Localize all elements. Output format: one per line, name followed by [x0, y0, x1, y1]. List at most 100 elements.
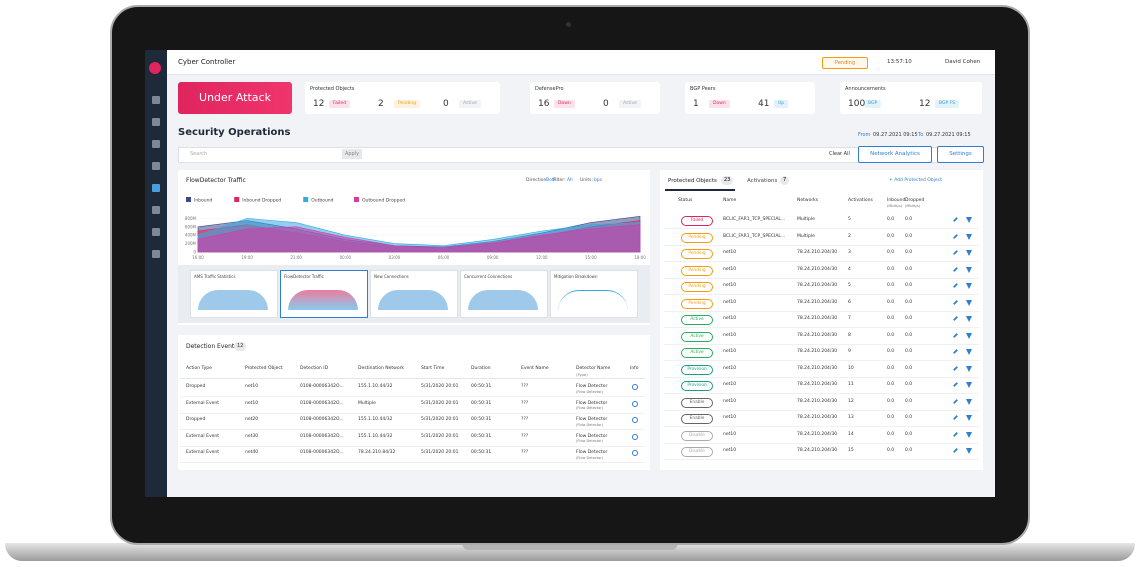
filter-icon[interactable] [966, 283, 972, 289]
legend-swatch [354, 197, 359, 202]
filter-value[interactable]: bps [594, 178, 603, 183]
filter-icon[interactable] [966, 332, 972, 339]
sidebar-icon[interactable] [152, 140, 160, 148]
search-placeholder: Search [190, 151, 208, 157]
detection-cell: 5/31/2020 20:01 [421, 450, 459, 455]
pending-badge[interactable]: Pending [822, 57, 868, 69]
filter-icon[interactable] [966, 415, 972, 421]
filter-label[interactable]: Direction: [526, 178, 548, 183]
objects-cell: net10 [723, 398, 737, 404]
x-tick-label: 06:00 [438, 255, 450, 260]
info-icon[interactable] [632, 384, 638, 390]
tab[interactable]: Protected Objects [668, 178, 717, 184]
detection-cell: 78.24.210.84/32 [358, 450, 396, 455]
filter-icon[interactable] [966, 349, 972, 355]
filter-label[interactable]: Filter: [553, 178, 566, 183]
detection-column: Info [630, 366, 639, 371]
detection-cell-sub: (Flow Detector) [576, 389, 604, 394]
legend-label: Inbound [194, 198, 212, 204]
objects-cell: 0.0 [905, 316, 913, 321]
info-icon[interactable] [632, 433, 638, 440]
info-icon[interactable] [632, 400, 638, 407]
detection-cell: External Event [186, 400, 219, 406]
status-count: 0 [443, 99, 449, 109]
user-name[interactable]: David Cohen [945, 59, 981, 65]
filter-icon[interactable] [966, 266, 972, 273]
objects-cell: BCLIC_FAR1_TCP_SPECIAL... [723, 233, 786, 239]
sidebar-icon[interactable] [152, 118, 160, 126]
clock: 13:57:10 [887, 59, 912, 65]
thumbnail-title: Mitigation Breakdown [554, 274, 598, 279]
sidebar-icon[interactable] [152, 184, 160, 192]
status-card-title: DefensePro [535, 86, 564, 92]
detection-panel [178, 335, 650, 470]
filter-icon[interactable] [966, 398, 972, 405]
filter-icon[interactable] [966, 382, 972, 388]
apply-button[interactable]: Apply [342, 149, 362, 159]
detection-cell: ??? [521, 400, 529, 406]
info-icon[interactable] [632, 450, 638, 456]
x-tick-label: 18:00 [634, 255, 646, 260]
filter-icon[interactable] [966, 217, 972, 223]
status-pill: Active [681, 348, 713, 358]
sidebar-icon[interactable] [152, 96, 160, 104]
status-count: 16 [538, 99, 550, 109]
objects-cell: 0.0 [905, 365, 913, 371]
objects-cell: 78.24.210.204/30 [797, 349, 838, 354]
row-rule [180, 462, 645, 463]
filter-icon[interactable] [966, 365, 972, 372]
objects-column: Dropped [905, 198, 925, 203]
filter-value[interactable]: Both [546, 178, 557, 183]
row-rule [664, 343, 979, 345]
filter-icon[interactable] [966, 233, 972, 240]
sidebar-icon[interactable] [152, 206, 160, 214]
network-analytics-button[interactable]: Network Analytics [858, 146, 932, 163]
filter-icon[interactable] [966, 250, 972, 256]
detection-cell: ??? [521, 450, 529, 455]
sidebar-icon[interactable] [152, 162, 160, 170]
filter-icon[interactable] [966, 299, 972, 306]
status-pill: Pending [681, 249, 713, 259]
filter-value[interactable]: All [567, 178, 573, 183]
objects-cell: 0.0 [887, 283, 895, 288]
detection-cell: 0108-00006342O... [300, 433, 344, 439]
detection-cell-sub: (Flow Detector) [576, 422, 604, 427]
status-pill: Active [681, 331, 713, 342]
settings-button[interactable]: Settings [937, 146, 984, 163]
alert-card[interactable]: Under Attack [178, 82, 292, 114]
row-rule [664, 459, 979, 460]
thumbnail-title: FlowDetector Traffic [284, 274, 324, 279]
laptop-base [5, 543, 1135, 561]
objects-cell: 0.0 [905, 448, 913, 453]
objects-cell: 78.24.210.204/30 [797, 266, 838, 272]
filter-icon[interactable] [966, 316, 972, 322]
add-object[interactable]: + Add Protected Object [889, 178, 942, 183]
objects-cell: 4 [848, 266, 851, 272]
status-pill: Pending [681, 232, 713, 243]
clear-all[interactable]: Clear All [829, 151, 850, 157]
objects-cell: 15 [848, 448, 854, 453]
sidebar-icon[interactable] [152, 228, 160, 236]
thumbnail-graphic [198, 290, 268, 310]
status-count: 12 [919, 99, 931, 109]
filter-icon[interactable] [966, 448, 972, 454]
info-icon[interactable] [632, 417, 638, 423]
logo[interactable] [149, 62, 161, 74]
sidebar-icon[interactable] [152, 250, 160, 258]
tab[interactable]: Activations [747, 178, 778, 184]
thumbnail-title: New Connections [374, 274, 409, 279]
status-pill: Down [709, 100, 730, 108]
status-count: 100 [848, 99, 866, 109]
objects-cell: 0.0 [905, 217, 913, 222]
date-from: 09.27.2021 09:15 [873, 132, 918, 138]
detection-cell: Flow Detector [576, 384, 608, 389]
tab-underline [665, 189, 735, 191]
filter-icon[interactable] [966, 431, 972, 438]
row-rule [664, 244, 979, 246]
detection-cell: 155.1.10.44/32 [358, 417, 393, 422]
objects-cell: net10 [723, 382, 737, 387]
objects-cell: 78.24.210.204/30 [797, 365, 838, 371]
objects-cell: 5 [848, 283, 851, 288]
filter-label[interactable]: Units: [580, 178, 594, 183]
tab-count: 7 [780, 176, 790, 185]
